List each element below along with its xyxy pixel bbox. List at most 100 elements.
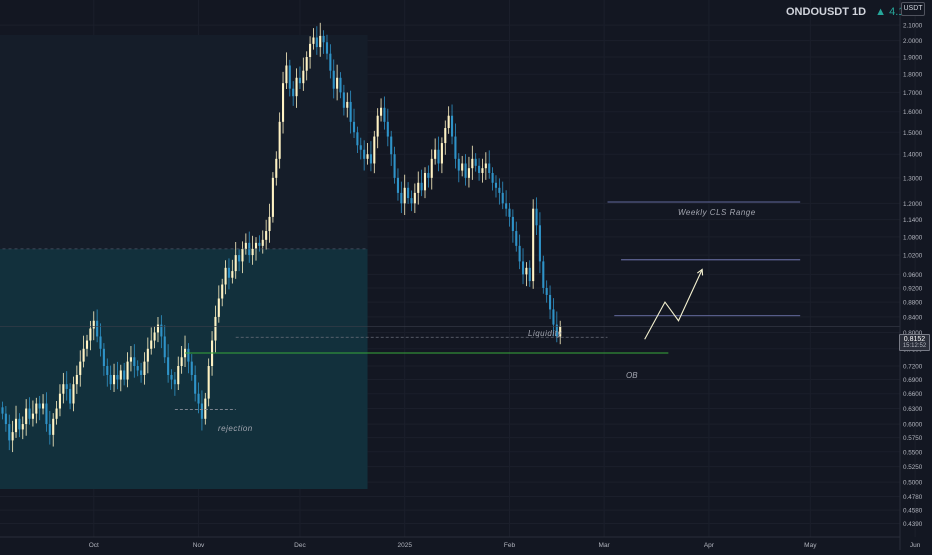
candle-body — [292, 88, 295, 97]
candle-body — [336, 77, 339, 89]
candle-body — [106, 366, 109, 375]
candle-body — [217, 298, 220, 317]
candle-body — [417, 182, 420, 193]
y-tick-label: 0.9200 — [903, 285, 923, 292]
candle-body — [163, 336, 166, 358]
lower-range-zone — [0, 248, 368, 489]
y-tick-label: 0.4780 — [903, 494, 923, 501]
candle-body — [261, 239, 264, 246]
zone-layer — [0, 35, 368, 489]
candle-body — [11, 432, 14, 441]
candle-body — [386, 121, 389, 137]
y-tick-label: 0.8800 — [903, 300, 923, 307]
candle-body — [180, 357, 183, 367]
candle-body — [430, 158, 433, 178]
y-tick-label: 0.5250 — [903, 464, 923, 471]
candle-body — [109, 374, 112, 385]
candle-body — [390, 136, 393, 155]
candle-body — [42, 403, 45, 409]
candle-body — [65, 384, 68, 389]
candle-body — [146, 348, 149, 362]
symbol-name: ONDOUSDT — [786, 6, 849, 18]
candle-body — [346, 101, 349, 108]
y-tick-label: 0.7200 — [903, 364, 923, 371]
y-tick-label: 0.5000 — [903, 480, 923, 487]
x-tick-label: Oct — [89, 542, 99, 549]
candle-body — [140, 370, 143, 375]
candle-body — [126, 361, 129, 380]
candle-body — [538, 225, 541, 262]
candle-body — [241, 248, 244, 262]
candle-body — [352, 121, 356, 133]
candle-body — [450, 115, 454, 137]
candle-body — [329, 53, 332, 71]
level-layer — [0, 201, 900, 410]
candle-layer — [1, 22, 562, 453]
currency-unit-button[interactable]: USDT — [901, 2, 925, 16]
y-tick-label: 0.8400 — [903, 314, 923, 321]
candle-body — [410, 198, 413, 204]
candle-body — [501, 192, 504, 204]
candle-body — [278, 121, 281, 159]
candle-body — [58, 393, 62, 409]
candle-body — [18, 418, 21, 430]
ob-label: OB — [626, 371, 638, 380]
candle-body — [102, 348, 105, 367]
candle-body — [549, 294, 552, 310]
candle-body — [342, 92, 345, 108]
bar-countdown: 15:12:52 — [902, 343, 927, 349]
candle-body — [315, 37, 318, 48]
candle-body — [356, 132, 359, 146]
y-tick-label: 0.6600 — [903, 391, 923, 398]
candle-body — [38, 403, 41, 409]
candle-body — [532, 208, 535, 282]
candle-body — [92, 320, 95, 329]
candle-body — [498, 187, 501, 193]
y-tick-label: 0.5750 — [903, 435, 923, 442]
x-tick-label: Apr — [704, 542, 715, 549]
y-tick-label: 1.6000 — [903, 109, 923, 116]
candle-body — [525, 267, 528, 275]
candle-body — [194, 374, 197, 394]
candle-body — [254, 242, 258, 249]
y-tick-label: 0.6000 — [903, 422, 923, 429]
candle-body — [559, 326, 562, 337]
projection-path — [644, 269, 703, 340]
candle-body — [545, 287, 548, 295]
candle-body — [136, 366, 139, 371]
candle-body — [552, 309, 555, 325]
candle-body — [491, 172, 494, 183]
y-tick-label: 0.8000 — [903, 330, 923, 337]
candle-body — [288, 65, 291, 89]
candle-body — [440, 143, 443, 164]
x-tick-label: Mar — [599, 542, 611, 549]
candle-body — [173, 379, 176, 385]
candle-body — [302, 70, 305, 84]
rejection-label: rejection — [218, 424, 253, 433]
x-tick-label: Feb — [504, 542, 516, 549]
candle-body — [35, 403, 38, 414]
candle-body — [268, 216, 271, 232]
candle-body — [515, 231, 518, 246]
candle-body — [271, 177, 274, 217]
candle-body — [112, 374, 116, 385]
candle-body — [511, 216, 514, 232]
x-tick-label: May — [804, 542, 817, 549]
candle-body — [160, 324, 163, 337]
candle-body — [133, 357, 136, 367]
candle-body — [393, 154, 396, 178]
candle-body — [119, 370, 122, 380]
interval-label: 1D — [852, 6, 867, 18]
candle-body — [332, 70, 335, 89]
candle-body — [494, 182, 498, 188]
candle-body — [542, 261, 545, 288]
candle-body — [1, 407, 4, 414]
candle-body — [380, 107, 383, 116]
candle-body — [231, 271, 234, 278]
candle-body — [187, 348, 190, 362]
y-tick-label: 2.1000 — [903, 23, 923, 30]
candle-body — [434, 149, 437, 159]
x-tick-label: Dec — [294, 542, 306, 549]
